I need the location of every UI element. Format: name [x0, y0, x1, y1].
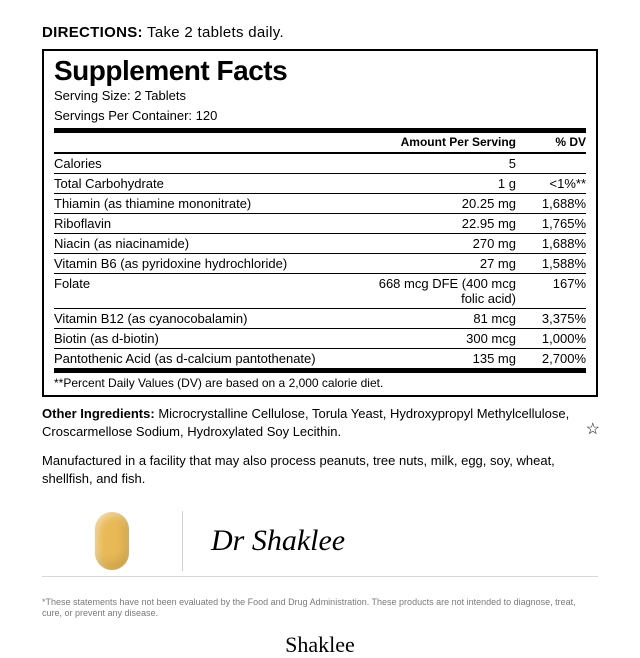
- nutrient-amount: 1 g: [371, 176, 516, 191]
- nutrient-name: Calories: [54, 156, 371, 171]
- nutrient-dv: 2,700%: [516, 351, 586, 366]
- nutrient-amount: 20.25 mg: [371, 196, 516, 211]
- tablet-image-cell: [42, 507, 182, 576]
- nutrient-name: Niacin (as niacinamide): [54, 236, 371, 251]
- nutrient-name: Biotin (as d-biotin): [54, 331, 371, 346]
- nutrient-dv: 1,688%: [516, 236, 586, 251]
- directions-label: DIRECTIONS:: [42, 24, 143, 41]
- other-ingredients: Other Ingredients: Microcrystalline Cell…: [42, 405, 598, 440]
- nutrient-row: Thiamin (as thiamine mononitrate)20.25 m…: [54, 194, 586, 214]
- serving-size: Serving Size: 2 Tablets: [54, 87, 586, 105]
- nutrient-dv: 1,000%: [516, 331, 586, 346]
- supplement-facts-panel: Supplement Facts Serving Size: 2 Tablets…: [42, 49, 598, 397]
- star-icon: ☆: [586, 419, 600, 441]
- nutrient-amount: 668 mcg DFE (400 mcg folic acid): [371, 276, 516, 306]
- nutrient-row: Folate668 mcg DFE (400 mcg folic acid)16…: [54, 274, 586, 309]
- nutrient-name: Pantothenic Acid (as d-calcium pantothen…: [54, 351, 371, 366]
- signature: Dr Shaklee: [183, 524, 598, 558]
- nutrient-name: Total Carbohydrate: [54, 176, 371, 191]
- nutrient-dv: 1,588%: [516, 256, 586, 271]
- nutrient-dv: 1,688%: [516, 196, 586, 211]
- signature-row: Dr Shaklee: [42, 507, 598, 577]
- nutrient-dv: 1,765%: [516, 216, 586, 231]
- nutrient-dv: 167%: [516, 276, 586, 306]
- nutrient-row: Riboflavin22.95 mg1,765%: [54, 214, 586, 234]
- nutrient-amount: 5: [371, 156, 516, 171]
- nutrient-row: Niacin (as niacinamide)270 mg1,688%: [54, 234, 586, 254]
- nutrient-amount: 22.95 mg: [371, 216, 516, 231]
- nutrient-row: Biotin (as d-biotin)300 mcg1,000%: [54, 329, 586, 349]
- fda-disclaimer: *These statements have not been evaluate…: [42, 597, 598, 620]
- nutrient-row: Total Carbohydrate1 g<1%**: [54, 174, 586, 194]
- brand-logo: Shaklee: [42, 632, 598, 658]
- nutrient-amount: 270 mg: [371, 236, 516, 251]
- nutrient-amount: 135 mg: [371, 351, 516, 366]
- nutrient-amount: 27 mg: [371, 256, 516, 271]
- nutrient-dv: 3,375%: [516, 311, 586, 326]
- nutrient-name: Vitamin B12 (as cyanocobalamin): [54, 311, 371, 326]
- nutrient-amount: 300 mcg: [371, 331, 516, 346]
- nutrient-amount: 81 mcg: [371, 311, 516, 326]
- nutrient-name: Folate: [54, 276, 371, 306]
- nutrient-rows: Calories5Total Carbohydrate1 g<1%**Thiam…: [54, 154, 586, 373]
- header-amount: Amount Per Serving: [371, 135, 516, 149]
- nutrient-name: Riboflavin: [54, 216, 371, 231]
- tablet-icon: [95, 512, 129, 570]
- manufacturing-note: Manufactured in a facility that may also…: [42, 452, 598, 488]
- dv-footnote: **Percent Daily Values (DV) are based on…: [54, 373, 586, 391]
- nutrient-row: Pantothenic Acid (as d-calcium pantothen…: [54, 349, 586, 373]
- directions-text: Take 2 tablets daily.: [147, 24, 284, 41]
- nutrient-name: Thiamin (as thiamine mononitrate): [54, 196, 371, 211]
- nutrient-row: Calories5: [54, 154, 586, 174]
- nutrient-dv: [516, 156, 586, 171]
- nutrient-dv: <1%**: [516, 176, 586, 191]
- nutrient-row: Vitamin B12 (as cyanocobalamin)81 mcg3,3…: [54, 309, 586, 329]
- servings-per-container: Servings Per Container: 120: [54, 107, 586, 125]
- nutrient-row: Vitamin B6 (as pyridoxine hydrochloride)…: [54, 254, 586, 274]
- facts-title: Supplement Facts: [54, 57, 586, 85]
- directions: DIRECTIONS: Take 2 tablets daily.: [42, 24, 598, 41]
- other-ingredients-label: Other Ingredients:: [42, 406, 155, 421]
- facts-header-row: Amount Per Serving % DV: [54, 133, 586, 154]
- nutrient-name: Vitamin B6 (as pyridoxine hydrochloride): [54, 256, 371, 271]
- header-dv: % DV: [516, 135, 586, 149]
